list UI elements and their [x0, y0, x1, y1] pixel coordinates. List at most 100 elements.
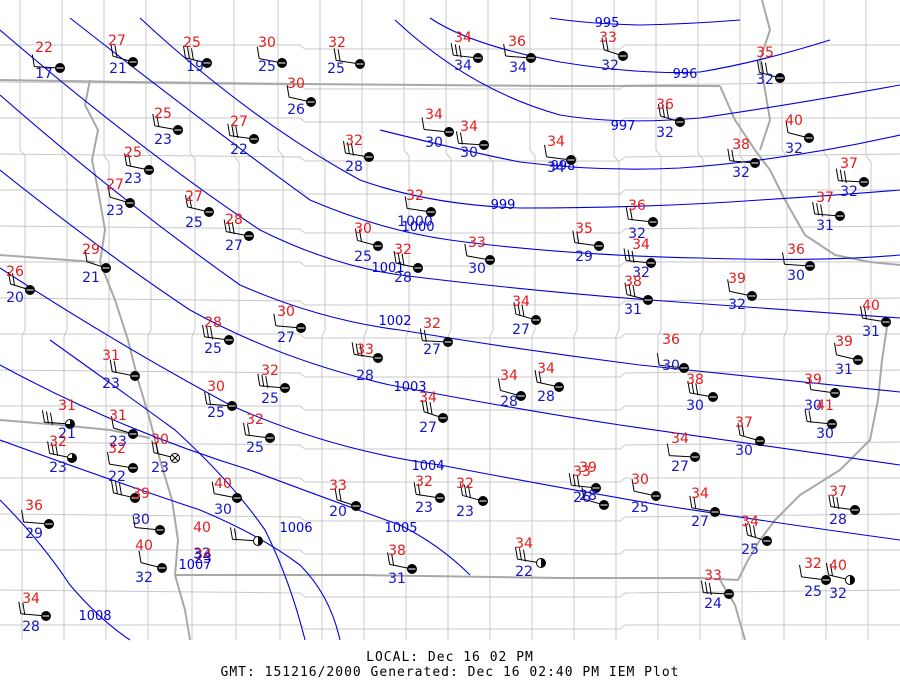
- dewpoint-label: 32: [840, 184, 858, 200]
- wind-barb-feather: [21, 509, 25, 523]
- wind-barb-feather: [231, 221, 235, 235]
- three-quarter-cover-fill: [65, 419, 75, 429]
- wind-barb-feather: [421, 117, 425, 130]
- wind-barb-feather: [835, 168, 839, 181]
- station-model: 34 22: [514, 536, 546, 580]
- isobar-label: 1003: [393, 380, 426, 395]
- station-model: 27 25: [185, 189, 214, 231]
- wind-barb-feather: [257, 373, 261, 386]
- wind-barb-feather: [393, 251, 397, 264]
- isobar-line: [0, 169, 900, 466]
- temperature-label: 30: [207, 379, 225, 395]
- wind-barb-feather: [666, 443, 670, 456]
- dewpoint-label: 25: [185, 215, 203, 231]
- dewpoint-label: 29: [25, 526, 43, 542]
- dewpoint-label: 23: [456, 504, 474, 520]
- dewpoint-label: 30: [735, 443, 753, 459]
- wind-barb-feather: [576, 231, 580, 244]
- wind-barb-feather: [631, 250, 635, 263]
- station-model: 36 30: [781, 242, 815, 284]
- state-line: [0, 79, 720, 87]
- wind-barb-feather: [572, 230, 576, 243]
- station-model: 33 32: [599, 30, 628, 74]
- wind-barb-feather: [534, 370, 538, 383]
- wind-barb-feather: [208, 393, 212, 406]
- temperature-label: 36: [662, 332, 680, 348]
- wind-barb-feather: [625, 207, 629, 220]
- temperature-label: 36: [628, 198, 646, 214]
- county-line: [0, 44, 900, 50]
- wind-barb-feather: [843, 170, 847, 184]
- station-model: 38 31: [387, 543, 417, 587]
- temperature-label: 40: [785, 113, 803, 129]
- dewpoint-label: 23: [124, 171, 142, 187]
- county-line: [0, 624, 900, 630]
- temperature-label: 34: [515, 536, 533, 552]
- wind-barb-feather: [333, 48, 337, 61]
- wind-barb-feather: [191, 48, 194, 61]
- dewpoint-label: 1000: [397, 214, 433, 230]
- station-model: 36 34: [503, 34, 536, 76]
- station-model: 32 28: [342, 133, 374, 175]
- station-model: 25 19: [183, 35, 212, 75]
- dewpoint-label: 30: [662, 358, 680, 374]
- dewpoint-label: 34: [547, 160, 565, 176]
- station-model: 40 30: [211, 476, 242, 518]
- dewpoint-label: 31: [835, 362, 853, 378]
- wind-barb-feather: [693, 496, 697, 510]
- station-model: 30 25: [204, 379, 237, 421]
- dewpoint-label: 25: [804, 584, 822, 600]
- county-line: [0, 513, 900, 522]
- wind-barb-feather: [503, 43, 507, 57]
- county-line: [277, 0, 284, 640]
- wind-barb-feather: [455, 131, 459, 144]
- wind-barb-feather: [601, 37, 605, 50]
- temperature-label: 31: [109, 408, 127, 424]
- station-model: 39 30: [111, 480, 150, 528]
- wind-barb-feather: [467, 485, 471, 498]
- isobar-label: 997: [611, 119, 636, 134]
- station-model: 39 30: [804, 372, 840, 414]
- station-model: 32 25: [243, 412, 275, 456]
- dewpoint-label: 34: [454, 58, 472, 74]
- isobar-label: 999: [491, 198, 516, 213]
- wind-barb-feather: [261, 374, 265, 388]
- station-model: 36 30: [656, 332, 689, 374]
- temperature-label: 32: [456, 476, 474, 492]
- station-model: 37 28: [828, 484, 860, 528]
- wind-barb-feather: [656, 353, 660, 366]
- dewpoint-label: 32: [829, 586, 847, 602]
- wind-barb-feather: [816, 203, 820, 216]
- wind-barb-feather: [152, 113, 156, 126]
- station-model: 30 25: [354, 221, 383, 265]
- wind-barb-feather: [421, 399, 425, 412]
- wind-barb-feather: [397, 252, 401, 265]
- temperature-label: 26: [6, 264, 24, 280]
- state-line: [758, 0, 772, 151]
- dewpoint-label: 29: [575, 249, 593, 265]
- temperature-label: 32: [423, 316, 441, 332]
- dewpoint-label: 28: [356, 368, 374, 384]
- wind-barb-feather: [202, 324, 206, 337]
- wind-barb-feather: [799, 564, 803, 577]
- station-model: 30 23: [151, 432, 180, 476]
- wind-barb-feather: [727, 279, 731, 292]
- temperature-label: 33: [599, 30, 617, 46]
- wind-barb-feather: [151, 440, 155, 453]
- dewpoint-label: 25: [261, 391, 279, 407]
- isobar-line: [0, 364, 471, 576]
- dewpoint-label: 27: [512, 322, 530, 338]
- dewpoint-label: 27: [225, 238, 243, 254]
- temperature-label: 32: [261, 363, 279, 379]
- wind-barb-feather: [658, 103, 661, 117]
- temperature-label: 35: [756, 45, 774, 61]
- county-line: [0, 261, 900, 267]
- dewpoint-label: 27: [423, 342, 441, 358]
- county-line: [145, 0, 152, 640]
- dewpoint-label: 27: [277, 330, 295, 346]
- station-model: 32 25: [257, 363, 290, 407]
- wind-barb-feather: [454, 44, 458, 57]
- dewpoint-label: 21: [58, 426, 76, 442]
- dewpoint-label: 22: [108, 469, 126, 485]
